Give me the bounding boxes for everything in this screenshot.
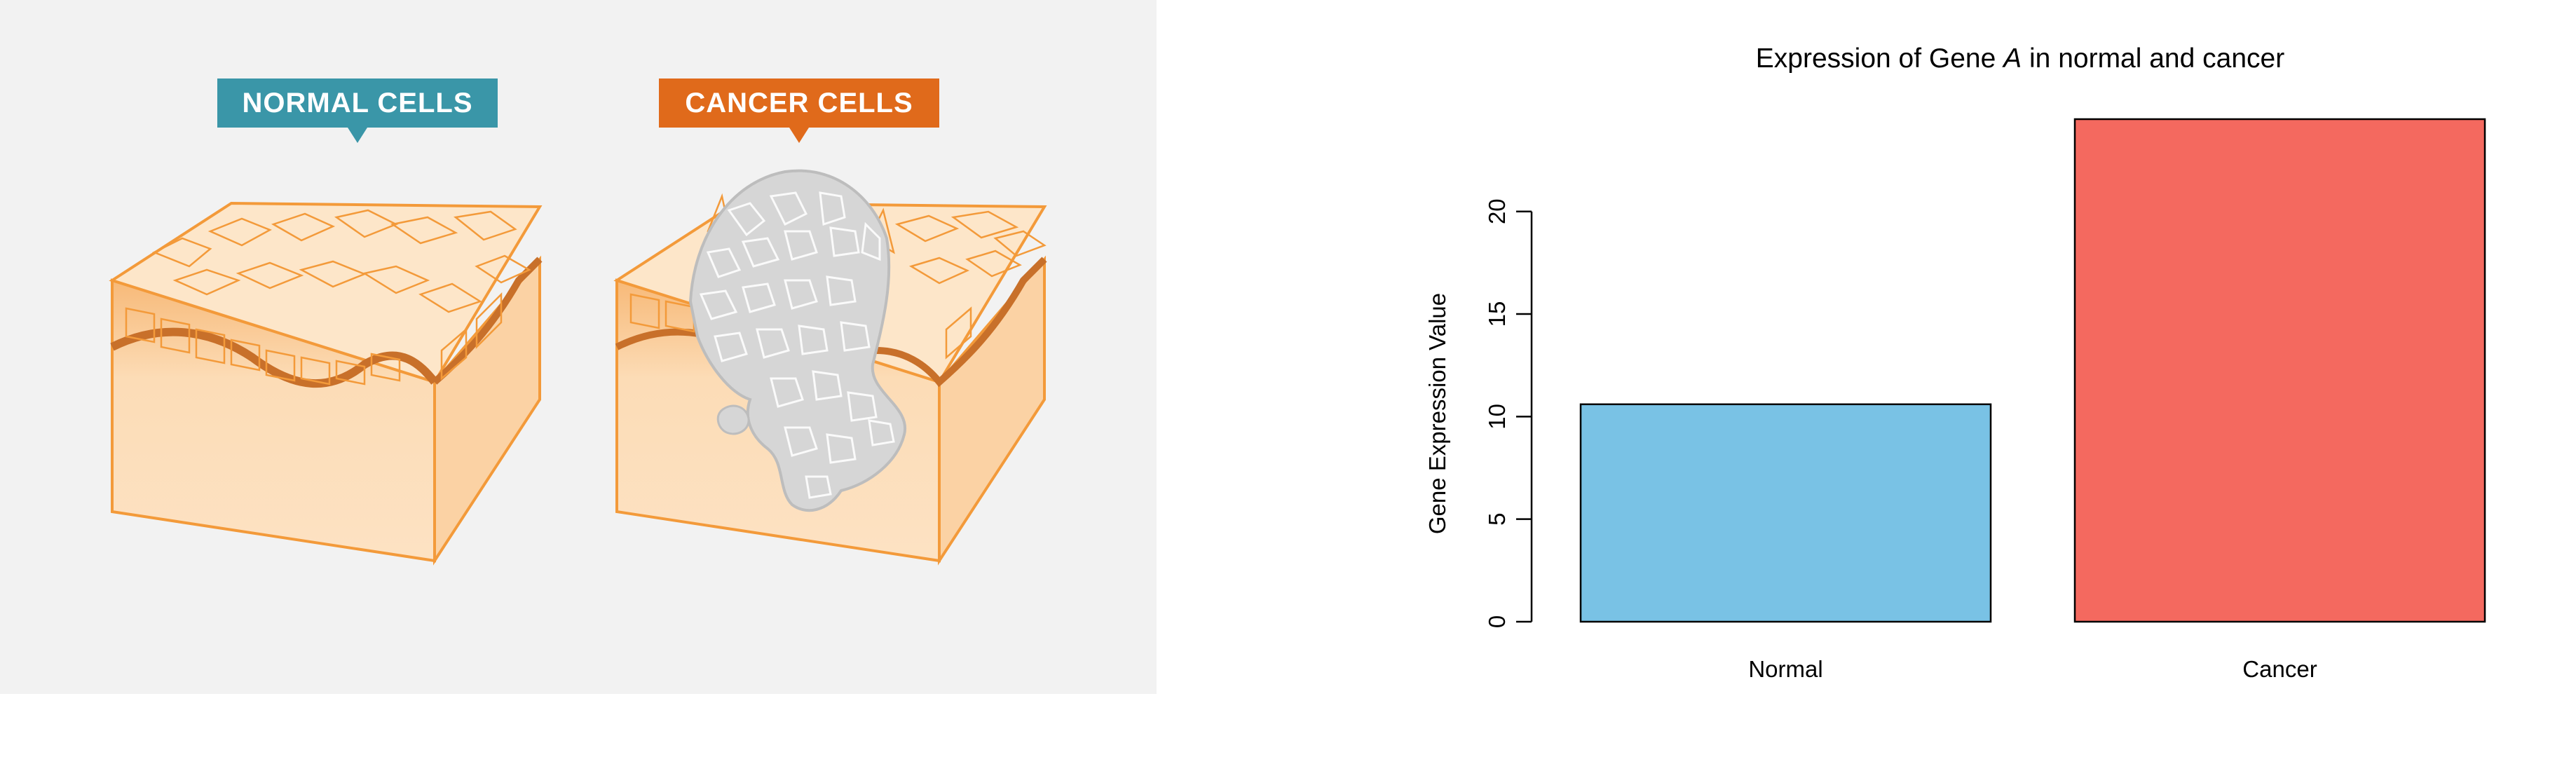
bar-cancer <box>2073 118 2486 623</box>
y-axis-label: Gene Expression Value <box>1424 293 1450 534</box>
normal-tissue-block <box>109 201 543 566</box>
cancer-cells-label: CANCER CELLS <box>659 79 939 143</box>
x-tick-label: Cancer <box>2242 656 2317 682</box>
cancer-tissue-block <box>613 169 1047 566</box>
tissue-blocks-drawing <box>109 169 1047 566</box>
normal-cells-label: NORMAL CELLS <box>217 79 498 143</box>
normal-vs-cancer-illustration: NORMAL CELLS CANCER CELLS <box>0 0 1157 694</box>
chart-title: Expression of Gene A in normal and cance… <box>1756 43 2284 74</box>
bar-normal <box>1579 403 1992 623</box>
y-tick-label: 0 <box>1484 615 1510 628</box>
y-tick-label: 20 <box>1484 198 1510 224</box>
y-tick-label: 15 <box>1484 301 1510 327</box>
y-axis: 0 5 10 15 20 <box>1484 198 1533 628</box>
gene-expression-bar-chart: Expression of Gene A in normal and cance… <box>1424 43 2486 682</box>
y-tick-label: 10 <box>1484 404 1510 430</box>
bars <box>1579 118 2486 623</box>
x-axis-labels: Normal Cancer <box>1748 656 2317 682</box>
y-tick-label: 5 <box>1484 512 1510 525</box>
x-tick-label: Normal <box>1748 656 1822 682</box>
